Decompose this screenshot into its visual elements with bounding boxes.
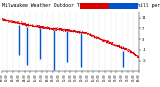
Text: Milwaukee Weather Outdoor Temperature vs Wind Chill per Minute (24 Hours): Milwaukee Weather Outdoor Temperature vs… xyxy=(2,3,160,8)
